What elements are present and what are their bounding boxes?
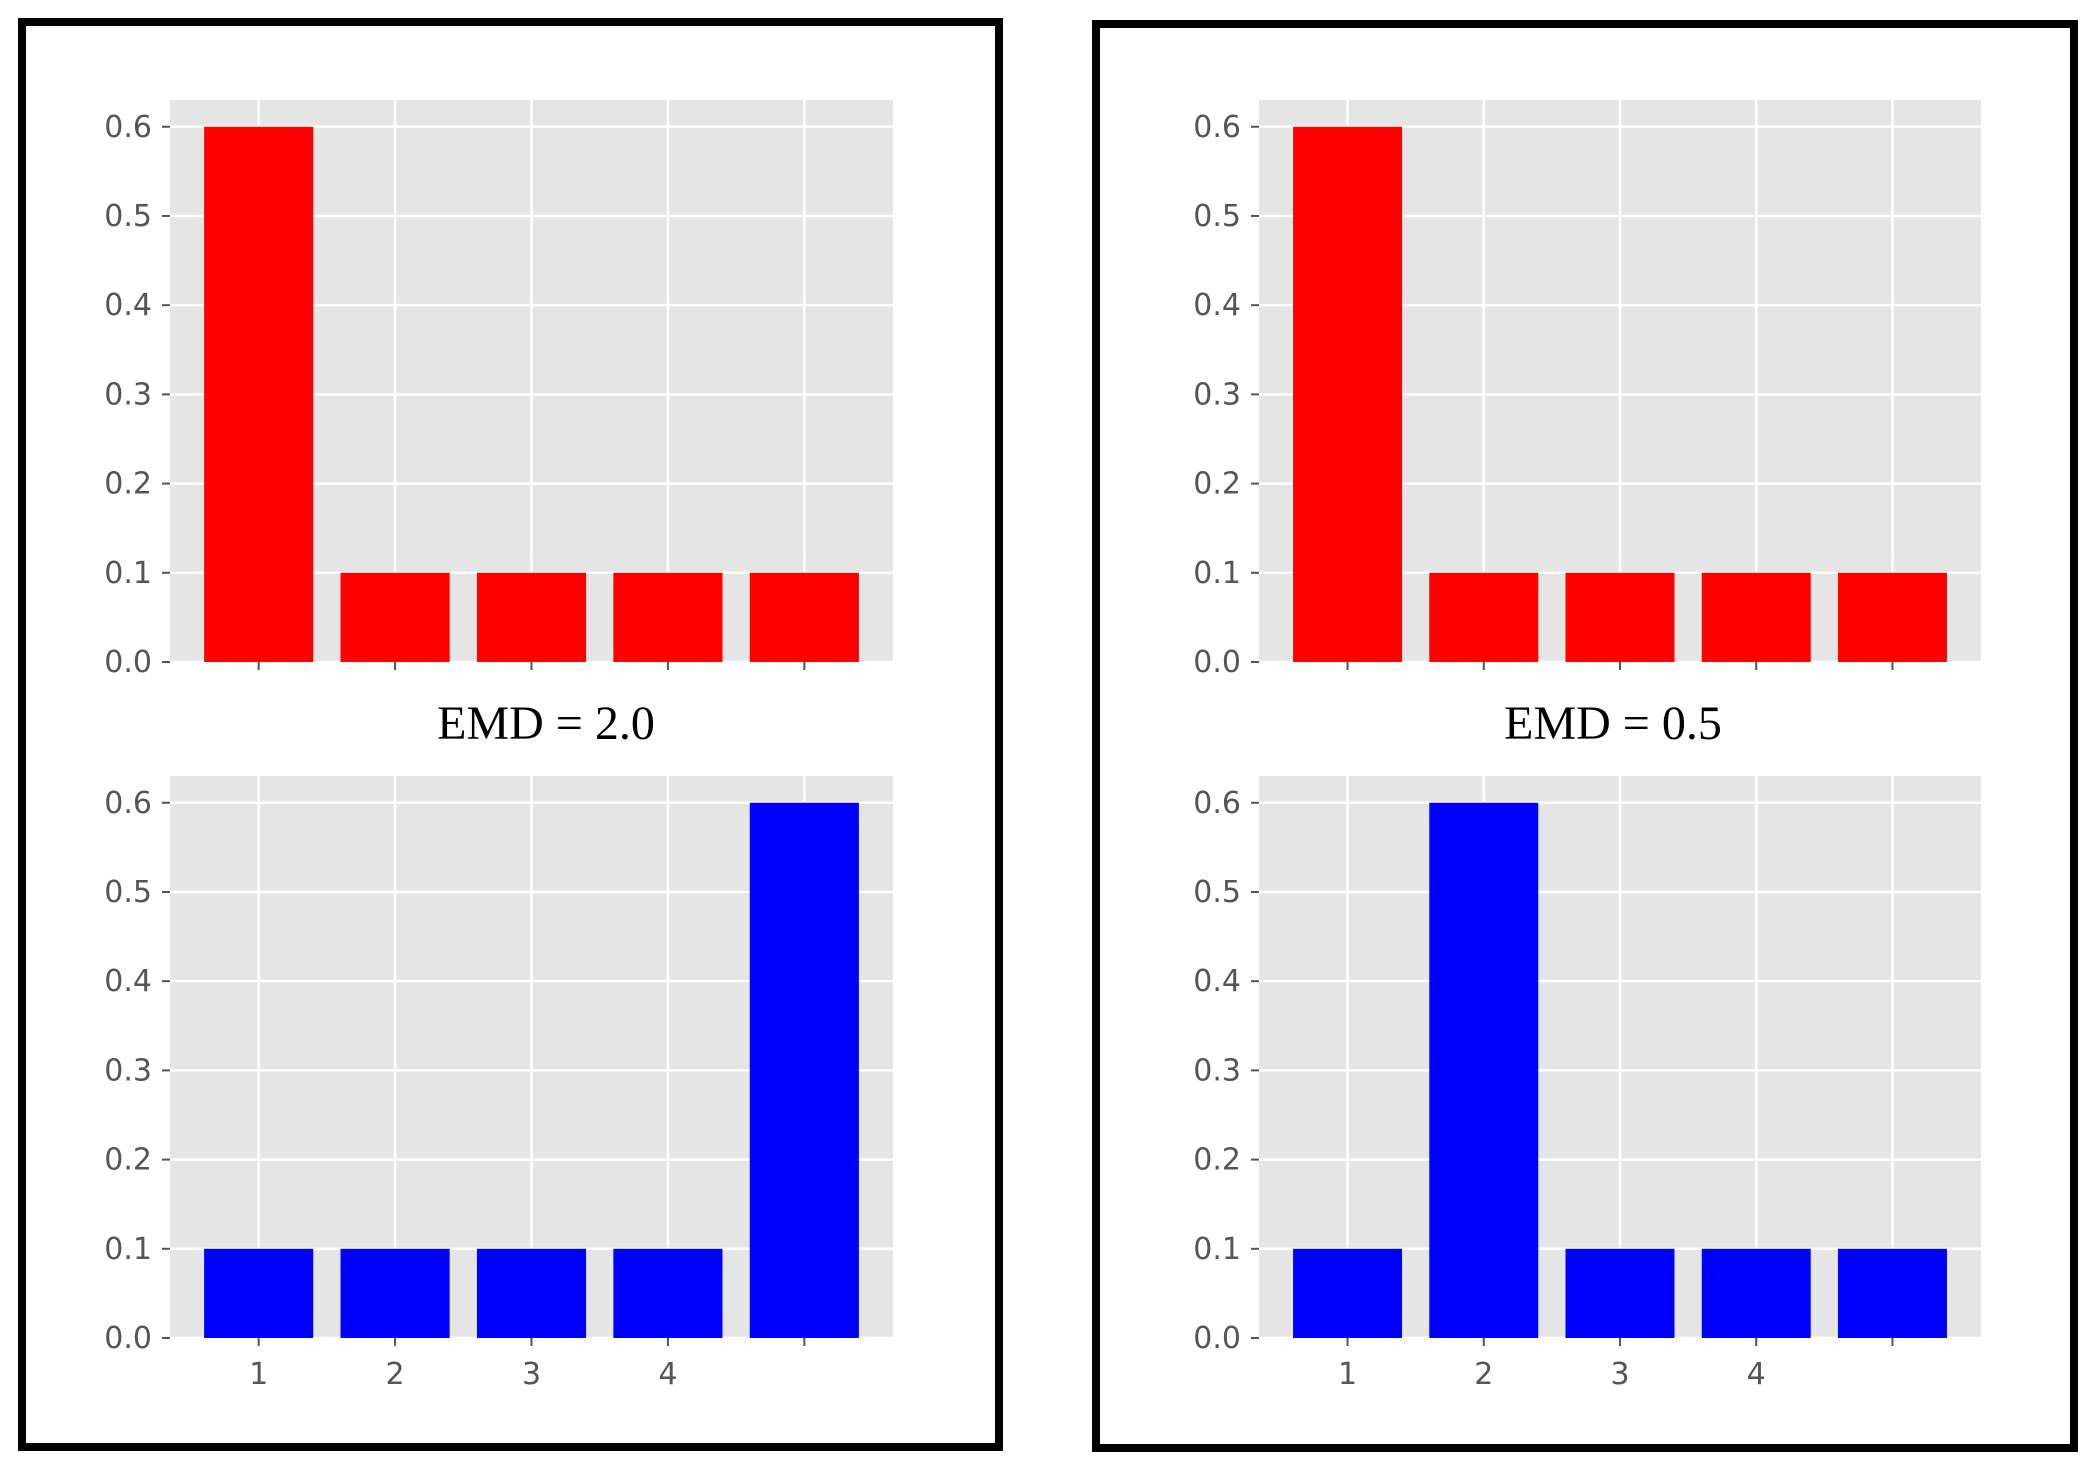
- bar: [476, 1248, 587, 1338]
- y-tick-label: 0.1: [104, 556, 152, 591]
- x-tick-label: 1: [1338, 1357, 1357, 1392]
- y-tick-label: 0.2: [104, 1143, 152, 1178]
- bar: [613, 572, 723, 662]
- y-tick-label: 0.1: [104, 1232, 152, 1267]
- bar: [1701, 1248, 1811, 1338]
- bar: [749, 572, 859, 662]
- y-tick-label: 0.3: [1193, 1053, 1241, 1088]
- y-tick-label: 0.3: [104, 377, 152, 412]
- emd-label-right: EMD = 0.5: [1504, 697, 1722, 750]
- bar: [340, 1248, 450, 1338]
- y-tick-label: 0.4: [104, 288, 152, 323]
- bar: [204, 126, 314, 662]
- y-tick-label: 0.4: [104, 964, 152, 999]
- bar: [1837, 572, 1947, 662]
- bar: [1701, 572, 1811, 662]
- x-tick-label: 2: [1474, 1357, 1493, 1392]
- bar: [340, 572, 450, 662]
- bar: [749, 802, 859, 1338]
- y-tick-label: 0.5: [1193, 875, 1241, 910]
- y-tick-label: 0.2: [1193, 467, 1241, 502]
- bar: [1293, 1248, 1403, 1338]
- x-tick-label: 1: [249, 1357, 268, 1392]
- y-tick-label: 0.0: [104, 645, 152, 680]
- y-tick-label: 0.5: [104, 875, 152, 910]
- y-tick-label: 0.1: [1193, 556, 1241, 591]
- y-tick-label: 0.0: [1193, 645, 1241, 680]
- y-tick-label: 0.2: [104, 467, 152, 502]
- y-tick-label: 0.4: [1193, 288, 1241, 323]
- y-tick-label: 0.0: [104, 1321, 152, 1356]
- y-tick-label: 0.6: [1193, 786, 1241, 821]
- y-tick-label: 0.5: [104, 199, 152, 234]
- bar: [613, 1248, 723, 1338]
- y-tick-label: 0.6: [1193, 110, 1241, 145]
- emd-label-left: EMD = 2.0: [437, 697, 655, 750]
- y-tick-label: 0.2: [1193, 1143, 1241, 1178]
- x-tick-label: 2: [386, 1357, 405, 1392]
- bar: [1565, 572, 1675, 662]
- bar: [476, 572, 587, 662]
- bar: [204, 1248, 314, 1338]
- y-tick-label: 0.6: [104, 110, 152, 145]
- x-tick-label: 4: [658, 1357, 677, 1392]
- y-tick-label: 0.3: [1193, 377, 1241, 412]
- bar: [1565, 1248, 1675, 1338]
- y-tick-label: 0.6: [104, 786, 152, 821]
- y-tick-label: 0.5: [1193, 199, 1241, 234]
- x-tick-label: 3: [522, 1357, 541, 1392]
- x-tick-label: 3: [1610, 1357, 1629, 1392]
- bar: [1429, 572, 1539, 662]
- y-tick-label: 0.4: [1193, 964, 1241, 999]
- y-tick-label: 0.1: [1193, 1232, 1241, 1267]
- bar: [1293, 126, 1403, 662]
- bar: [1429, 802, 1539, 1338]
- x-tick-label: 4: [1747, 1357, 1766, 1392]
- bar: [1837, 1248, 1947, 1338]
- y-tick-label: 0.3: [104, 1053, 152, 1088]
- y-tick-label: 0.0: [1193, 1321, 1241, 1356]
